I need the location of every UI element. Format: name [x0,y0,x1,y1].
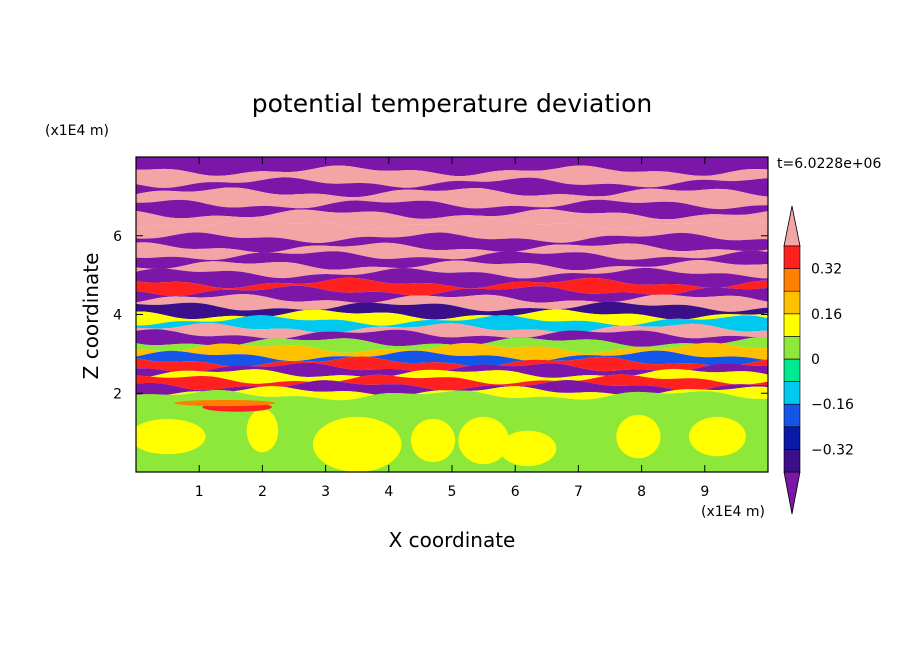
contour-band [136,199,768,220]
x-axis-ticks: 1 2 3 4 5 6 7 8 9 [195,157,709,500]
contour-band [136,209,768,230]
colorbar-over-triangle [783,205,801,247]
contour-blob [410,418,456,463]
contour-band [136,301,768,320]
contour-band [136,329,768,347]
x-tick-label: 8 [637,484,646,500]
contour-bands [136,157,768,472]
colorbar-tick-label: 0.32 [811,262,842,278]
contour-band [136,315,768,334]
colorbar-swatch [783,449,801,473]
y-axis-ticks: 2 4 6 [113,229,768,402]
y-unit-label: (x1E4 m) [45,123,109,139]
contour-blobs [136,399,746,472]
y-tick-label: 4 [113,308,122,324]
contour-blob [499,430,557,467]
contour-band [136,267,768,289]
contour-band [136,294,768,312]
colorbar-swatch [783,336,801,360]
colorbar-swatch [783,268,801,292]
x-tick-label: 1 [195,484,204,500]
colorbar-swatch [783,358,801,382]
contour-band [136,277,768,297]
contour-band [136,350,768,367]
colorbar-swatch [783,245,801,269]
contour-band [136,250,768,271]
contour-band [136,323,768,339]
contour-band [136,337,768,354]
x-tick-label: 6 [511,484,520,500]
contour-blob [246,409,279,453]
contour-band [136,362,768,379]
colorbar-swatch [783,403,801,428]
contour-blob [616,414,661,459]
contour-band [136,260,768,279]
x-tick-label: 7 [574,484,583,500]
x-unit-label: (x1E4 m) [701,504,765,520]
y-axis-label: Z coordinate [79,253,103,380]
contour-blob [136,418,206,455]
colorbar-swatch [783,313,801,337]
contour-band [136,165,768,188]
time-label: t=6.0228e+06 [777,156,881,172]
contour-band [136,386,768,401]
plot-area [136,157,768,472]
colorbar: −0.32 −0.16 0 0.16 0.32 [783,205,854,515]
y-tick-label: 6 [113,229,122,245]
contour-band [136,242,768,260]
colorbar-tick-label: −0.16 [811,397,854,413]
chart-title: potential temperature deviation [252,89,652,118]
colorbar-tick-label: 0.16 [811,307,842,323]
x-axis-label: X coordinate [389,528,516,552]
x-tick-label: 4 [384,484,393,500]
colorbar-under-triangle [783,471,801,515]
colorbar-tick-label: −0.32 [811,442,854,458]
x-tick-label: 5 [448,484,457,500]
contour-band [136,285,768,304]
contour-band [136,368,768,385]
contour-band [136,187,768,210]
contour-blob [689,416,746,457]
contour-band [136,342,768,362]
colorbar-swatch [783,381,801,405]
contour-band [136,309,768,326]
contour-band [136,177,768,198]
contour-band [136,232,768,253]
contour-band [136,356,768,373]
y-tick-label: 2 [113,386,122,402]
contour-band [136,380,768,397]
contour-blob [458,416,509,465]
x-tick-label: 9 [700,484,709,500]
colorbar-swatch [783,426,801,450]
contour-band [136,374,768,391]
x-tick-label: 3 [321,484,330,500]
colorbar-swatch [783,290,801,315]
colorbar-tick-label: 0 [811,352,820,368]
contour-blob [173,399,276,407]
x-tick-label: 2 [258,484,267,500]
contour-blob [312,416,402,472]
contour-band [136,218,768,243]
contour-band [136,157,768,177]
